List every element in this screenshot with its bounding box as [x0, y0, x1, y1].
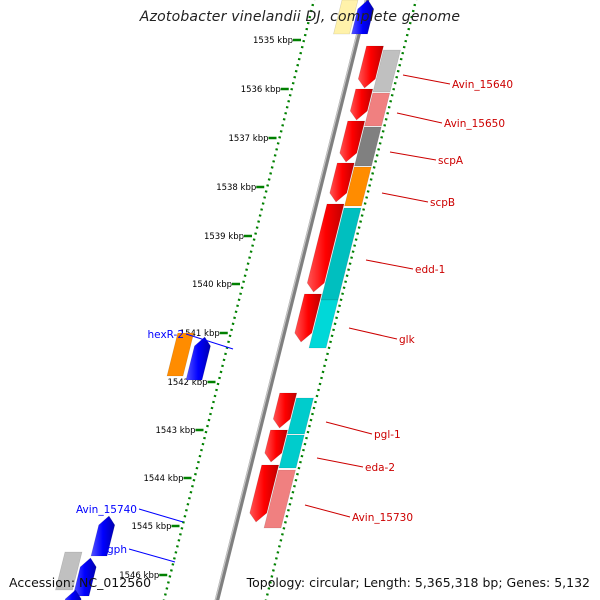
reverse-gene-box-pgl-1 [287, 397, 314, 435]
gene-label-gph: gph [107, 544, 127, 556]
reverse-gene-box-glk [308, 299, 339, 349]
gene-label-avin-15650-leader [396, 112, 443, 124]
tick-label: 1544 kbp [143, 474, 183, 484]
gene-label-avin-15650: Avin_15650 [444, 118, 505, 130]
reverse-gene-arrow [306, 203, 345, 293]
reverse-gene-box-scpb [344, 166, 372, 207]
gene-label-avin-15640: Avin_15640 [452, 79, 513, 91]
forward-gene-box-gph [55, 551, 83, 591]
gene-label-scpa: scpA [438, 155, 464, 167]
reverse-gene-arrow [272, 392, 298, 429]
gene-label-avin-15740: Avin_15740 [76, 504, 137, 516]
reverse-gene-arrow [329, 162, 355, 203]
tick-label: 1537 kbp [228, 134, 268, 144]
gene-label-eda-2-leader [316, 457, 364, 468]
tick-label: 1538 kbp [216, 183, 256, 193]
forward-gene-arrow-avin-15740 [90, 515, 116, 557]
tick-label: 1540 kbp [192, 280, 232, 290]
gene-label-avin-15740-leader [138, 508, 184, 523]
tick-label: 1545 kbp [131, 522, 171, 532]
gene-label-pgl-1: pgl-1 [374, 429, 401, 441]
reverse-gene-box-avin_15640 [372, 49, 401, 93]
forward-gene-box [333, 0, 359, 35]
reverse-gene-arrow [349, 88, 374, 121]
tick-label: 1536 kbp [241, 85, 281, 95]
tick-label: 1546 kbp [119, 571, 159, 581]
scale-line-left [162, 0, 316, 600]
gene-label-gph-leader [128, 548, 176, 563]
forward-gene-arrow [64, 589, 82, 600]
scale-line-right [264, 0, 418, 600]
tick-label: 1543 kbp [155, 426, 195, 436]
gene-label-hexr-2-leader [185, 333, 234, 350]
gene-label-avin-15640-leader [402, 74, 451, 85]
gene-label-eda-2: eda-2 [365, 462, 395, 474]
reverse-gene-box-avin_15730 [263, 469, 296, 529]
genome-backbone-highlight [214, 0, 367, 600]
gene-label-avin-15730-leader [304, 504, 351, 518]
gene-label-edd-1-leader [365, 259, 414, 270]
gene-label-glk-leader [348, 327, 398, 340]
gene-label-glk: glk [399, 334, 416, 346]
gene-label-scpb: scpB [430, 197, 455, 209]
reverse-gene-arrow [339, 120, 366, 163]
forward-gene-arrow [351, 0, 375, 35]
gene-label-scpa-leader [389, 151, 437, 161]
accession-text: Accession: NC_012560 [9, 575, 152, 590]
reverse-gene-arrow [264, 429, 288, 463]
genome-title: Azotobacter vinelandii DJ, complete geno… [139, 9, 461, 25]
reverse-gene-arrow [357, 45, 384, 89]
reverse-gene-arrow [249, 464, 280, 523]
tick-label: 1541 kbp [180, 329, 220, 339]
tick-label: 1535 kbp [253, 36, 293, 46]
gene-label-avin-15730: Avin_15730 [352, 512, 413, 524]
reverse-gene-arrow [294, 293, 322, 343]
reverse-gene-box-eda-2 [278, 434, 305, 469]
topology-text: Topology: circular; Length: 5,365,318 bp… [246, 575, 590, 590]
gene-label-edd-1: edd-1 [415, 264, 445, 276]
forward-gene-arrow [185, 336, 211, 381]
tick-label: 1539 kbp [204, 232, 244, 242]
reverse-gene-box-scpa [354, 126, 382, 167]
gene-label-pgl-1-leader [325, 421, 373, 435]
reverse-gene-box-avin_15650 [364, 92, 391, 127]
genome-backbone [214, 0, 370, 600]
gene-label-scpb-leader [381, 192, 429, 203]
tick-label: 1542 kbp [167, 378, 207, 388]
gene-label-hexr-2: hexR-2 [148, 329, 184, 341]
forward-gene-box-hexr-2 [166, 332, 195, 377]
